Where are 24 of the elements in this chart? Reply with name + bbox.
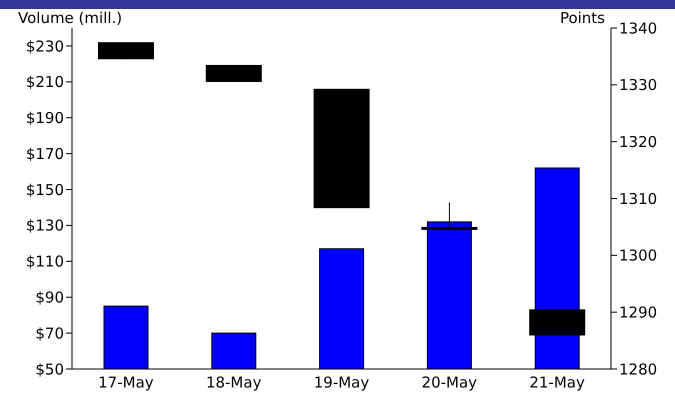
y-tick-label: $70 xyxy=(35,324,64,342)
y2-axis-title: Points xyxy=(560,9,605,27)
y2-tick-label: 1280 xyxy=(619,360,658,378)
y2-tick-label: 1330 xyxy=(619,76,658,94)
x-tick-label: 19-May xyxy=(314,374,370,392)
y-tick-label: $190 xyxy=(26,109,64,128)
y-tick-label: $210 xyxy=(26,73,64,92)
y2-tick-label: 1300 xyxy=(619,246,658,265)
y-tick-label: $130 xyxy=(26,216,64,235)
x-tick-label: 18-May xyxy=(206,374,262,392)
y-tick-label: $230 xyxy=(26,37,64,56)
x-tick-label: 20-May xyxy=(422,374,478,392)
y-tick-label: $90 xyxy=(35,288,64,307)
y2-tick-label: 1310 xyxy=(619,190,658,208)
y2-tick-label: 1340 xyxy=(619,19,658,38)
y-axis-title: Volume (mill.) xyxy=(18,9,122,27)
y2-tick-label: 1320 xyxy=(619,132,658,151)
x-tick-label: 21-May xyxy=(529,374,585,392)
x-tick-label: 17-May xyxy=(98,374,154,392)
y-tick-label: $170 xyxy=(26,144,64,163)
y2-tick-label: 1290 xyxy=(619,303,658,322)
y-tick-label: $150 xyxy=(26,180,64,199)
y-tick-label: $110 xyxy=(26,252,64,271)
y-tick-label: $50 xyxy=(35,360,64,378)
